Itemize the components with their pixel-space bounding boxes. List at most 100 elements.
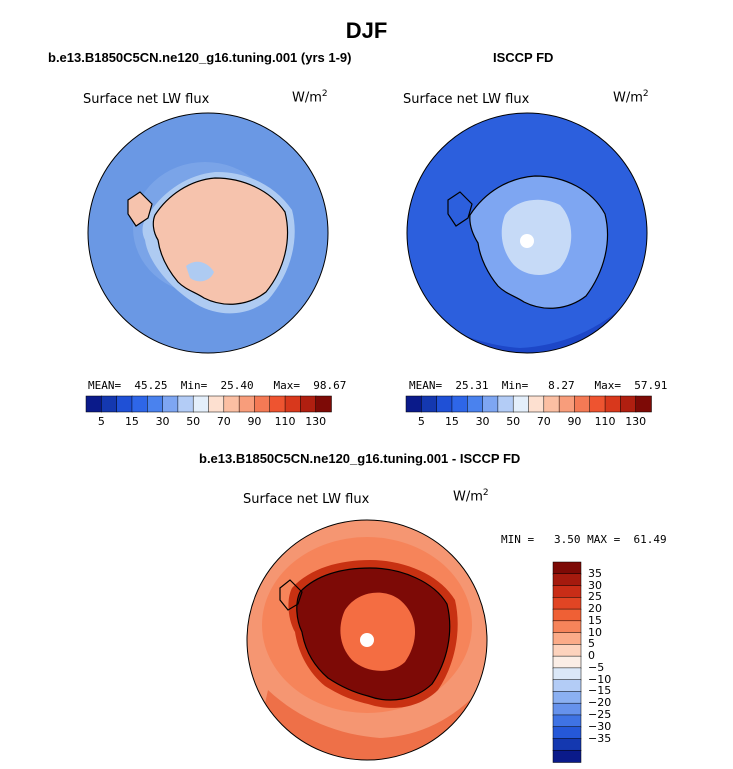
- colorbar-tick-label: 35: [588, 566, 602, 580]
- diff-colorbar: [552, 561, 582, 763]
- model-coastal-band: [142, 171, 295, 314]
- colorbar-tick-label: 25: [588, 590, 602, 604]
- right-units-label: W/m2: [613, 89, 649, 106]
- obs-coastline: [447, 175, 609, 309]
- colorbar-cell: [238, 395, 256, 413]
- colorbar-tick-label: 50: [506, 415, 521, 428]
- colorbar-cell: [405, 395, 423, 413]
- colorbar-cell: [451, 395, 468, 413]
- left-colorbar-ticks: 5 15 30 50 70 90 110 130: [86, 415, 331, 429]
- colorbar-tick-label: −35: [588, 731, 612, 745]
- colorbar-cell: [552, 585, 582, 599]
- diff-units-label: W/m2: [453, 488, 489, 505]
- colorbar-cell: [552, 573, 582, 587]
- colorbar-cell: [147, 395, 164, 413]
- colorbar-tick-label: 110: [274, 415, 296, 428]
- colorbar-tick-label: 90: [567, 415, 582, 428]
- colorbar-tick-label: 15: [588, 613, 602, 627]
- colorbar-cell: [269, 395, 286, 413]
- obs-interior-plateau: [501, 199, 572, 275]
- colorbar-cell: [552, 597, 582, 610]
- colorbar-cell: [512, 395, 530, 413]
- colorbar-cell: [552, 749, 582, 763]
- model-mid-ring: [133, 162, 277, 294]
- obs-ocean-field: [407, 113, 647, 353]
- colorbar-cell: [223, 395, 240, 413]
- left-units-label: W/m2: [292, 89, 328, 106]
- colorbar-cell: [552, 608, 582, 622]
- colorbar-tick-label: 30: [475, 415, 490, 428]
- colorbar-tick-label: 130: [625, 415, 647, 428]
- right-variable-label: Surface net LW flux: [403, 92, 530, 107]
- colorbar-cell: [436, 395, 453, 413]
- colorbar-tick-label: 5: [417, 415, 425, 428]
- left-panel-title: b.e13.B1850C5CN.ne120_g16.tuning.001 (yr…: [48, 50, 352, 65]
- model-coastline: [127, 177, 289, 305]
- colorbar-tick-label: 15: [124, 415, 139, 428]
- colorbar-cell: [552, 738, 582, 751]
- colorbar-tick-label: 110: [594, 415, 616, 428]
- colorbar-cell: [635, 395, 652, 413]
- left-variable-label: Surface net LW flux: [83, 92, 210, 107]
- colorbar-cell: [552, 679, 582, 693]
- colorbar-cell: [116, 395, 133, 413]
- diff-variable-label: Surface net LW flux: [243, 492, 370, 507]
- colorbar-tick-label: −5: [588, 660, 605, 674]
- diff-panel-title: b.e13.B1850C5CN.ne120_g16.tuning.001 - I…: [199, 451, 521, 466]
- colorbar-cell: [552, 726, 582, 740]
- colorbar-cell: [552, 620, 582, 634]
- model-ross-ice: [186, 261, 214, 282]
- obs-pole-hole: [520, 234, 534, 248]
- colorbar-cell: [574, 395, 591, 413]
- diff-outer-band: [250, 690, 487, 760]
- colorbar-cell: [467, 395, 484, 413]
- colorbar-cell: [558, 395, 576, 413]
- colorbar-tick-label: 70: [216, 415, 231, 428]
- colorbar-tick-label: 30: [588, 578, 602, 592]
- colorbar-cell: [192, 395, 210, 413]
- colorbar-tick-label: 30: [155, 415, 170, 428]
- colorbar-cell: [101, 395, 118, 413]
- colorbar-cell: [552, 667, 582, 681]
- colorbar-tick-label: −25: [588, 707, 612, 721]
- colorbar-tick-label: −10: [588, 672, 612, 686]
- obs-antarctica-land: [469, 176, 608, 309]
- colorbar-tick-label: 70: [536, 415, 551, 428]
- diff-mid-ring: [262, 537, 472, 713]
- colorbar-tick-label: 5: [588, 637, 595, 651]
- colorbar-cell: [208, 395, 225, 413]
- colorbar-cell: [552, 561, 582, 575]
- diff-colorbar-ticks: 35 30 25 20 15 10 5 0 −5 −10 −15 −20 −25 −30 −35: [588, 562, 638, 762]
- colorbar-cell: [552, 702, 582, 716]
- colorbar-cell: [528, 395, 545, 413]
- colorbar-cell: [552, 691, 582, 704]
- figure-title: DJF: [345, 18, 388, 43]
- colorbar-tick-label: −20: [588, 696, 612, 710]
- colorbar-tick-label: 15: [444, 415, 459, 428]
- colorbar-cell: [162, 395, 179, 413]
- left-colorbar: [85, 395, 332, 413]
- right-map-border: [406, 112, 648, 354]
- colorbar-cell: [177, 395, 194, 413]
- colorbar-tick-label: 0: [588, 649, 595, 663]
- diff-pole-hole: [360, 633, 374, 647]
- right-colorbar-ticks: 5 15 30 50 70 90 110 130: [406, 415, 651, 429]
- right-colorbar: [405, 395, 652, 413]
- model-peninsula: [128, 192, 152, 226]
- colorbar-cell: [131, 395, 148, 413]
- colorbar-cell: [284, 395, 302, 413]
- colorbar-cell: [552, 714, 582, 728]
- colorbar-tick-label: 5: [97, 415, 105, 428]
- colorbar-cell: [604, 395, 622, 413]
- diff-coast-band: [288, 560, 458, 708]
- colorbar-tick-label: −30: [588, 719, 612, 733]
- diff-interior-patch: [340, 592, 416, 671]
- colorbar-cell: [300, 395, 317, 413]
- diff-ocean-field: [247, 520, 487, 760]
- colorbar-tick-label: 10: [588, 625, 602, 639]
- diff-antarctica-land: [296, 568, 450, 700]
- right-panel-title: ISCCP FD: [493, 50, 554, 65]
- diff-stats: MIN = 3.50 MAX = 61.49: [501, 533, 667, 546]
- colorbar-cell: [552, 655, 582, 669]
- colorbar-cell: [497, 395, 514, 413]
